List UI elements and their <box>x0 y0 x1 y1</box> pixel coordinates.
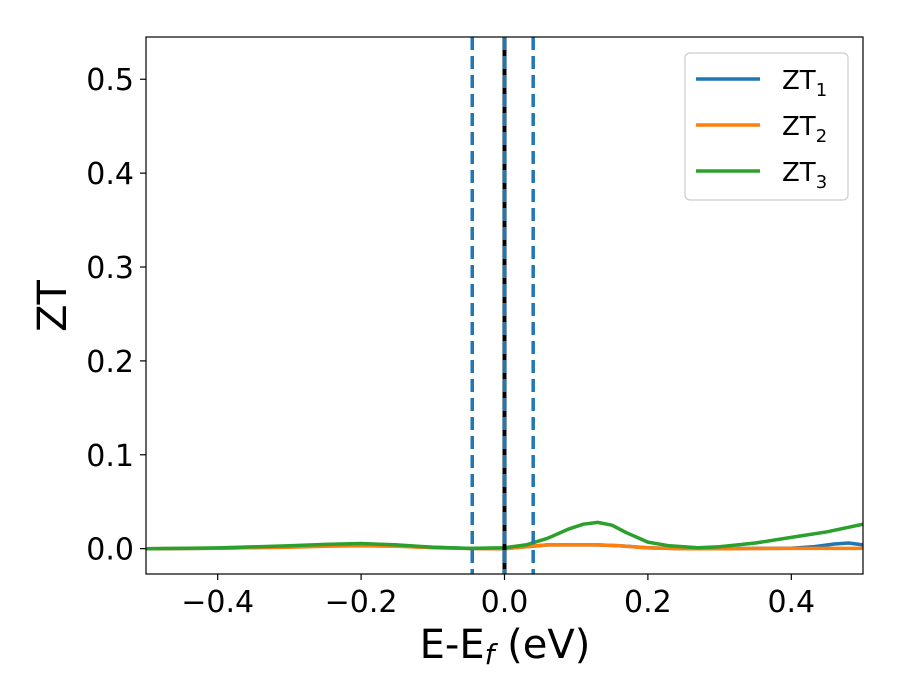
x-axis-title-unit: (eV) <box>494 622 590 668</box>
y-tick-label: 0.5 <box>86 63 134 98</box>
x-tick-label: 0.4 <box>767 585 815 620</box>
y-tick-label: 0.3 <box>86 251 134 286</box>
x-tick-label: −0.4 <box>181 585 254 620</box>
x-tick-label: −0.2 <box>325 585 398 620</box>
legend-label-sub: 3 <box>816 172 827 193</box>
x-tick-label: 0.0 <box>481 585 529 620</box>
x-axis-title: E-Ef (eV) <box>420 622 591 671</box>
plot-content <box>146 37 863 574</box>
legend-label-2: ZT2 <box>782 112 827 147</box>
legend-label-3: ZT3 <box>782 158 827 193</box>
y-tick-label: 0.2 <box>86 345 134 380</box>
legend-label-1: ZT1 <box>782 66 827 101</box>
legend-label-sub: 2 <box>816 126 827 147</box>
y-tick-label: 0.0 <box>86 533 134 568</box>
legend-label-main: ZT <box>782 158 816 188</box>
series-line-2 <box>146 543 863 551</box>
legend-label-sub: 1 <box>816 80 827 101</box>
y-tick-label: 0.1 <box>86 439 134 474</box>
x-tick-label: 0.2 <box>624 585 672 620</box>
legend-label-main: ZT <box>782 66 816 96</box>
y-axis-title: ZT <box>30 280 76 332</box>
axes: −0.4 −0.2 0.0 0.2 0.4 0.0 0.1 0.2 0.3 0.4 0.5 <box>86 36 864 620</box>
legend-label-main: ZT <box>782 112 816 142</box>
x-axis-title-main: E-E <box>420 622 485 668</box>
plot-area <box>146 37 863 574</box>
series-line-3 <box>146 520 863 551</box>
legend-box <box>684 52 849 201</box>
y-tick-label: 0.4 <box>86 157 134 192</box>
